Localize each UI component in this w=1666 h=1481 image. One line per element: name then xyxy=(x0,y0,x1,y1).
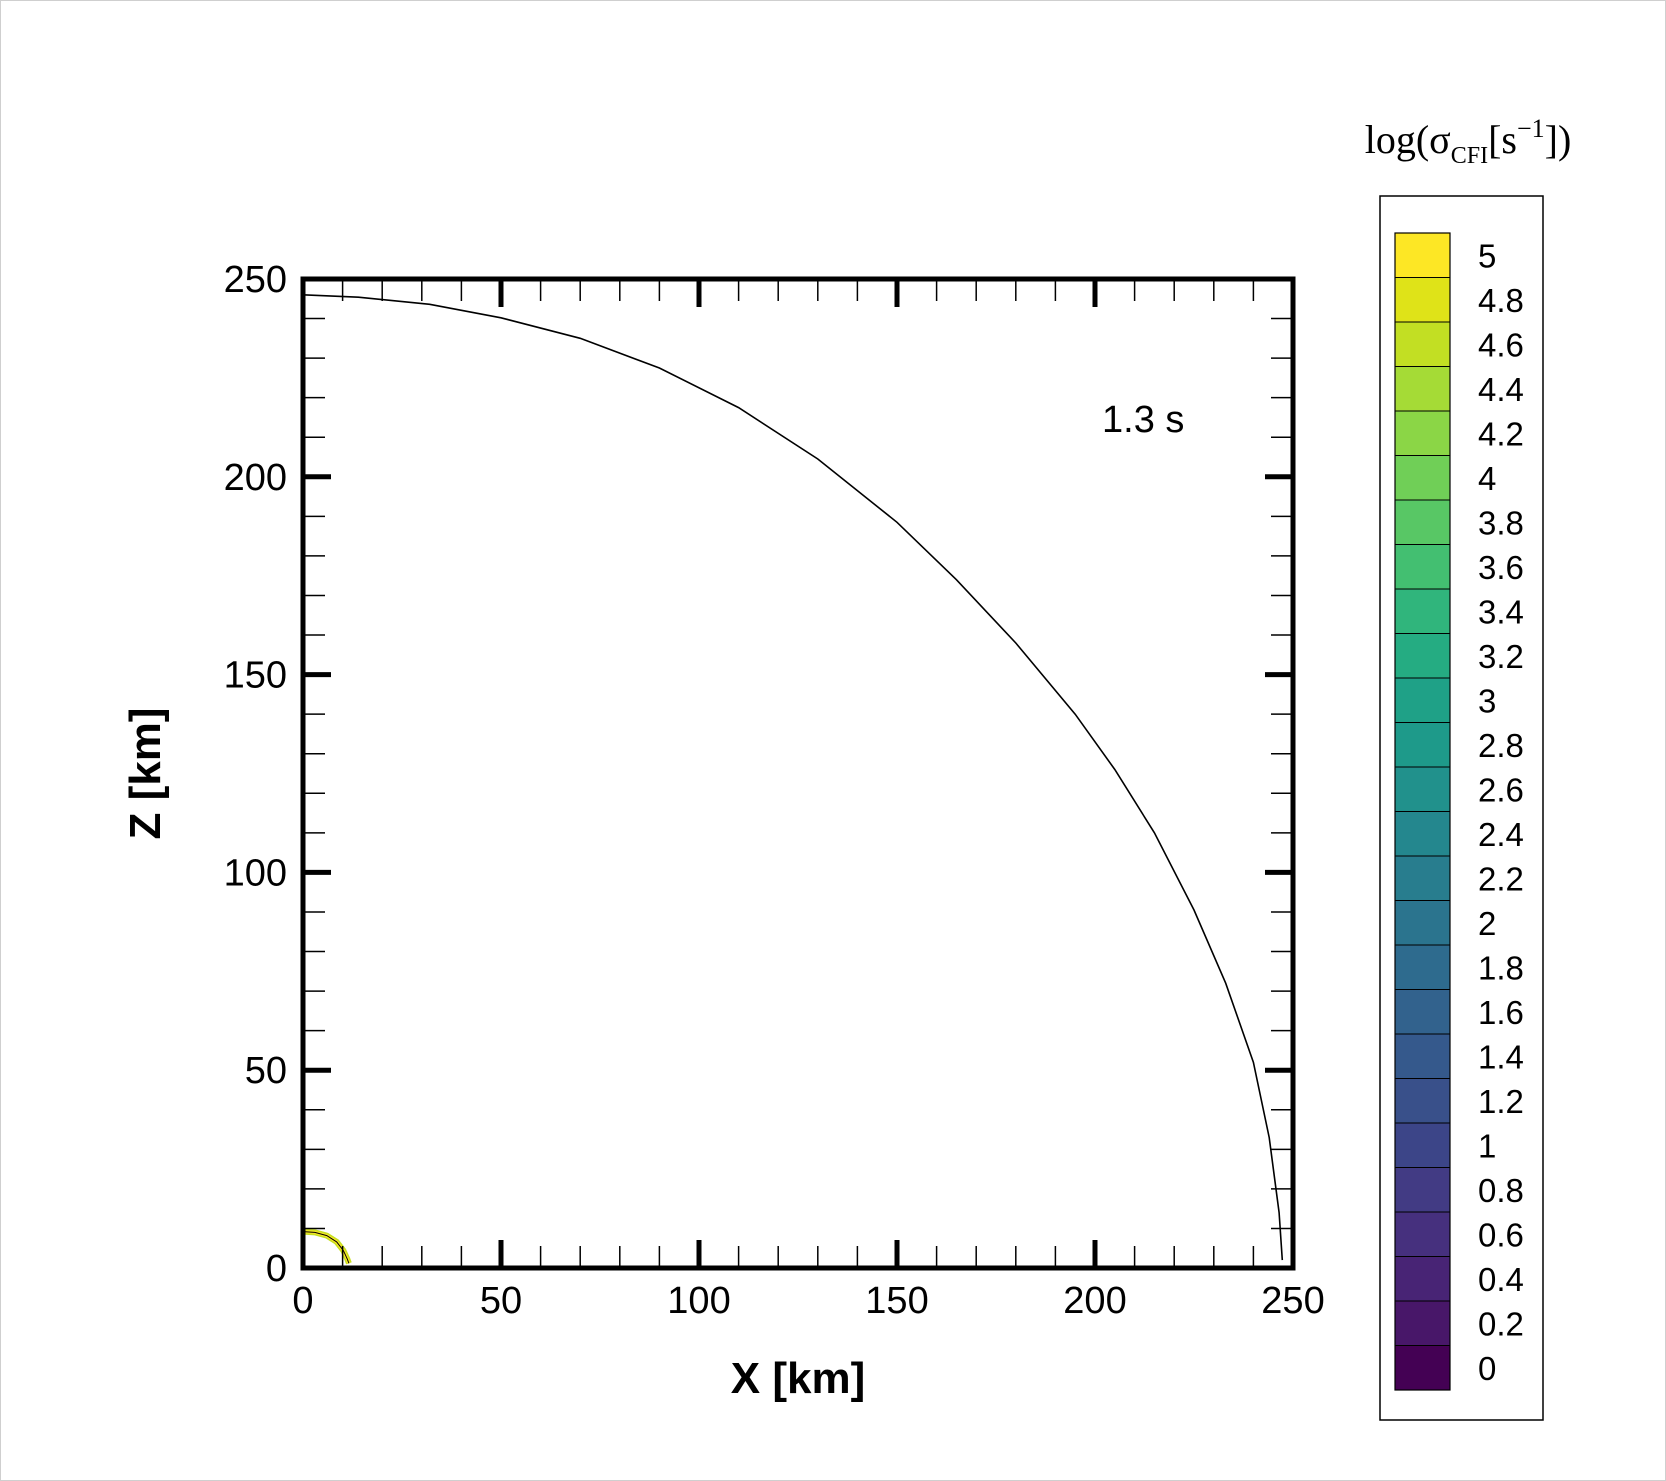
colorbar-swatch xyxy=(1395,1301,1450,1346)
x-tick-label: 150 xyxy=(865,1280,928,1322)
colorbar-tick-label: 3.6 xyxy=(1478,549,1524,586)
x-tick-label: 200 xyxy=(1063,1280,1126,1322)
colorbar-tick-label: 0.8 xyxy=(1478,1172,1524,1209)
boundary-contour-line xyxy=(302,294,1284,1261)
colorbar-swatch xyxy=(1395,1167,1450,1213)
colorbar-tick-label: 4.8 xyxy=(1478,282,1524,319)
colorbar-tick-label: 3.8 xyxy=(1478,504,1524,541)
colorbar-swatch xyxy=(1395,366,1450,412)
colorbar-tick-label: 2.6 xyxy=(1478,771,1524,808)
colorbar-swatch xyxy=(1395,1345,1450,1391)
colorbar-swatch xyxy=(1395,411,1450,456)
colorbar-swatch xyxy=(1395,989,1450,1035)
inner-contour-line xyxy=(302,1231,350,1264)
colorbar-swatch xyxy=(1395,633,1450,679)
colorbar-swatch xyxy=(1395,1078,1450,1124)
y-tick-label: 250 xyxy=(224,259,287,301)
colorbar-tick-label: 4.6 xyxy=(1478,326,1524,363)
minor-ticks xyxy=(303,279,1293,1268)
colorbar-tick-label: 1.2 xyxy=(1478,1083,1524,1120)
colorbar-tick-label: 3 xyxy=(1478,682,1496,719)
colorbar-swatch xyxy=(1395,767,1450,812)
colorbar-swatch xyxy=(1395,277,1450,323)
x-tick-labels: 0 50 100 150 200 250 xyxy=(292,1280,1324,1322)
colorbar-tick-label: 1.6 xyxy=(1478,994,1524,1031)
colorbar-swatch xyxy=(1395,856,1450,901)
colorbar-tick-label: 0.6 xyxy=(1478,1216,1524,1253)
colorbar-swatch xyxy=(1395,1212,1450,1257)
colorbar: log(σCFI[s−1]) 5 4.8 4.6 4.4 4.2 4 3.8 3.6 3.4 3.… xyxy=(1365,114,1572,1421)
y-tick-label: 150 xyxy=(224,655,287,697)
colorbar-tick-label: 2.2 xyxy=(1478,860,1524,897)
colorbar-swatch xyxy=(1395,1256,1450,1302)
y-tick-label: 200 xyxy=(224,457,287,499)
colorbar-swatch xyxy=(1395,678,1450,723)
contour-curves xyxy=(302,294,1284,1265)
colorbar-swatch xyxy=(1395,233,1450,278)
colorbar-tick-label: 1.4 xyxy=(1478,1038,1524,1075)
x-tick-label: 100 xyxy=(667,1280,730,1322)
colorbar-swatch xyxy=(1395,544,1450,590)
colorbar-tick-label: 0.4 xyxy=(1478,1261,1524,1298)
colorbar-tick-label: 1.8 xyxy=(1478,949,1524,986)
colorbar-tick-label: 1 xyxy=(1478,1127,1496,1164)
y-tick-label: 0 xyxy=(266,1248,287,1290)
colorbar-tick-label: 4.2 xyxy=(1478,415,1524,452)
plot-area: 0 50 100 150 200 250 0 50 100 150 200 250 X [km] Z… xyxy=(121,259,1325,1403)
colorbar-tick-label: 2.8 xyxy=(1478,727,1524,764)
colorbar-tick-label: 3.4 xyxy=(1478,593,1524,630)
colorbar-tick-label: 2 xyxy=(1478,905,1496,942)
time-annotation: 1.3 s xyxy=(1102,399,1184,441)
colorbar-tick-label: 3.2 xyxy=(1478,638,1524,675)
colorbar-tick-labels: 5 4.8 4.6 4.4 4.2 4 3.8 3.6 3.4 3.2 3 2.8 2.6 2.4 2.2 2… xyxy=(1478,237,1524,1387)
colorbar-swatch xyxy=(1395,455,1450,501)
colorbar-swatch xyxy=(1395,1123,1450,1168)
colorbar-tick-label: 2.4 xyxy=(1478,816,1524,853)
colorbar-tick-label: 4.4 xyxy=(1478,371,1524,408)
colorbar-tick-label: 0.2 xyxy=(1478,1305,1524,1342)
x-axis-label: X [km] xyxy=(731,1354,865,1403)
colorbar-swatch xyxy=(1395,322,1450,367)
x-tick-label: 50 xyxy=(480,1280,522,1322)
y-tick-label: 50 xyxy=(245,1050,287,1092)
colorbar-swatch xyxy=(1395,1034,1450,1079)
x-tick-label: 250 xyxy=(1261,1280,1324,1322)
colorbar-tick-label: 0 xyxy=(1478,1350,1496,1387)
colorbar-tick-label: 4 xyxy=(1478,460,1496,497)
colorbar-swatch xyxy=(1395,589,1450,634)
x-tick-label: 0 xyxy=(292,1280,313,1322)
y-axis-label: Z [km] xyxy=(121,708,170,840)
colorbar-outline xyxy=(1394,232,1451,1391)
y-tick-label: 100 xyxy=(224,852,287,894)
colorbar-swatch xyxy=(1395,900,1450,946)
plot-frame xyxy=(300,276,1296,1271)
colorbar-swatch xyxy=(1395,945,1450,990)
colorbar-title: log(σCFI[s−1]) xyxy=(1365,114,1572,169)
colorbar-tick-label: 5 xyxy=(1478,237,1496,274)
y-tick-labels: 0 50 100 150 200 250 xyxy=(224,259,287,1290)
colorbar-swatch xyxy=(1395,811,1450,857)
colorbar-swatch xyxy=(1395,722,1450,768)
colorbar-swatch xyxy=(1395,500,1450,545)
major-ticks xyxy=(303,279,1293,1268)
colorbar-swatches xyxy=(1394,232,1451,1391)
